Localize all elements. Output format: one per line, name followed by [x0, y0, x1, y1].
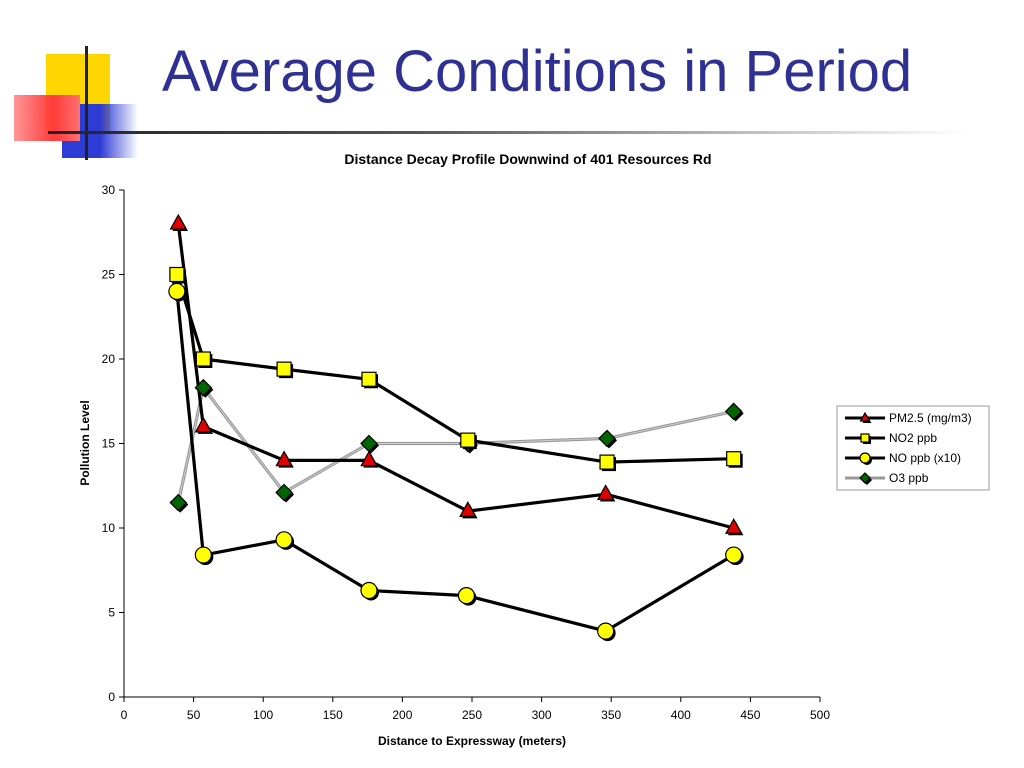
deco-vertical-line: [85, 46, 88, 160]
legend-marker-pm25: [859, 411, 871, 422]
chart-title: Distance Decay Profile Downwind of 401 R…: [344, 151, 711, 167]
data-point-pm25: [275, 450, 293, 467]
series-line-no2: [175, 274, 734, 464]
y-tick-label: 15: [102, 437, 116, 451]
y-tick-label: 5: [108, 606, 115, 620]
data-point-no2: [276, 361, 292, 377]
data-point-no2: [169, 266, 185, 283]
deco-horizontal-rule: [48, 131, 968, 134]
data-point-o3: [275, 483, 293, 502]
x-tick-label: 200: [392, 708, 412, 722]
legend-marker-no2: [860, 433, 870, 443]
x-tick-label: 50: [187, 708, 201, 722]
data-point-o3: [169, 493, 188, 512]
x-tick-label: 250: [462, 708, 482, 722]
x-tick-label: 100: [253, 708, 273, 722]
legend-label: PM2.5 (mg/m3): [889, 411, 972, 425]
legend-label: NO2 ppb: [889, 431, 937, 445]
data-point-no2: [599, 454, 615, 470]
x-tick-label: 450: [740, 708, 760, 722]
data-point-no: [194, 546, 212, 564]
series-line-o3: [176, 386, 735, 503]
data-point-no2: [361, 371, 377, 387]
x-tick-label: 0: [121, 708, 128, 722]
data-point-no: [457, 586, 476, 605]
y-axis-label: Pollution Level: [78, 400, 92, 485]
x-tick-label: 150: [323, 708, 343, 722]
data-point-no2: [460, 432, 476, 448]
data-point-o3: [724, 402, 743, 421]
x-tick-label: 300: [532, 708, 552, 722]
x-tick-label: 350: [601, 708, 621, 722]
x-axis-label: Distance to Expressway (meters): [378, 734, 566, 748]
data-point-no2: [195, 351, 211, 367]
data-point-no: [597, 622, 615, 640]
data-point-pm25: [360, 450, 378, 467]
y-tick-label: 0: [108, 690, 115, 704]
data-point-no: [168, 282, 186, 300]
data-point-no: [360, 581, 378, 600]
legend: PM2.5 (mg/m3) NO2 ppb NO ppb (x10) O3 ppb: [836, 405, 990, 491]
x-tick-label: 400: [671, 708, 691, 722]
series-line-pm25: [176, 223, 735, 530]
data-point-pm25: [596, 484, 615, 501]
data-point-o3: [194, 378, 213, 397]
y-tick-label: 25: [102, 268, 116, 282]
legend-marker-o3: [859, 472, 871, 484]
y-tick-label: 20: [102, 352, 116, 366]
slide-title: Average Conditions in Period: [162, 39, 913, 104]
y-tick-label: 10: [102, 521, 116, 535]
series-line-highlight-o3: [177, 387, 734, 503]
legend-label: NO ppb (x10): [889, 451, 961, 465]
x-tick-label: 500: [810, 708, 830, 722]
data-point-pm25: [169, 213, 188, 230]
data-point-pm25: [724, 518, 743, 534]
data-point-no: [275, 531, 293, 549]
data-point-o3: [598, 429, 616, 448]
data-point-no2: [726, 451, 742, 467]
legend-marker-no: [859, 452, 871, 464]
legend-label: O3 ppb: [889, 471, 929, 485]
data-point-no: [725, 546, 743, 564]
data-point-pm25: [459, 501, 477, 517]
data-point-pm25: [194, 416, 213, 433]
y-tick-label: 30: [102, 183, 116, 197]
